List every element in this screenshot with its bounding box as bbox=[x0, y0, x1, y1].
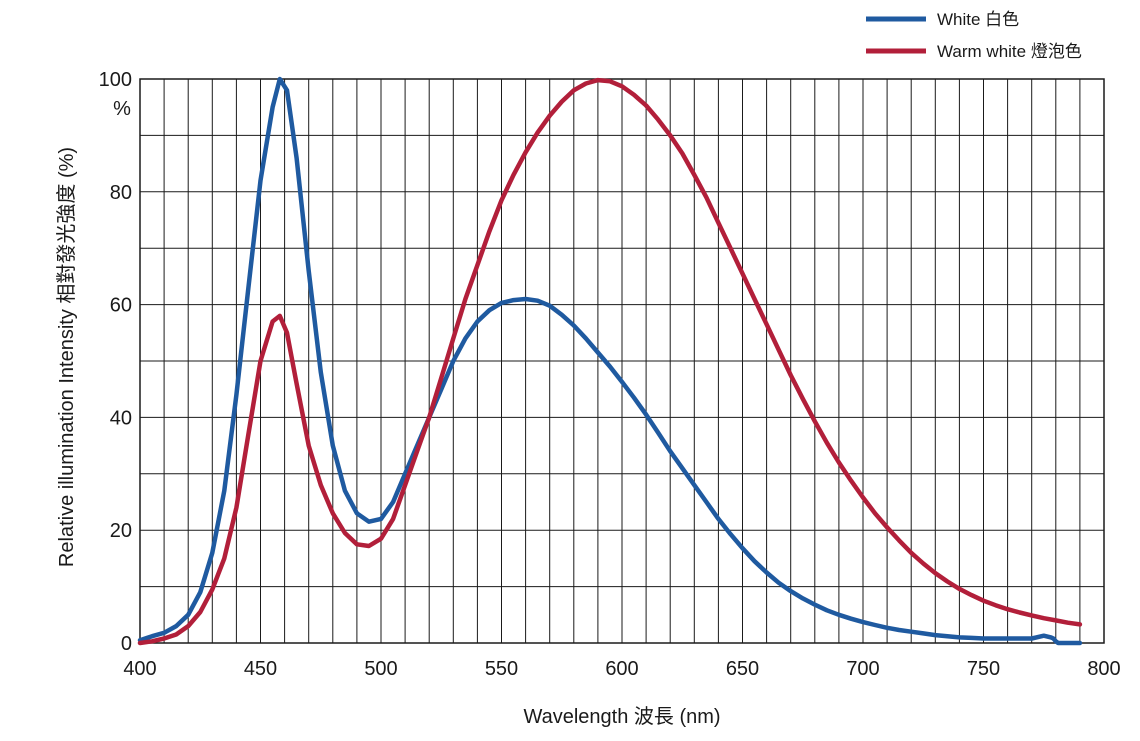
x-tick-label: 600 bbox=[605, 658, 638, 680]
series-layer bbox=[137, 76, 1083, 646]
legend-label-warm-white: Warm white 燈泡色 bbox=[937, 42, 1082, 61]
series-line-white bbox=[137, 76, 1083, 646]
y-tick-label: 100 bbox=[99, 69, 132, 91]
y-axis-title: Relative illumination Intensity 相對發光強度 (… bbox=[55, 147, 78, 567]
legend-label-white: White 白色 bbox=[937, 10, 1019, 29]
tick-labels: 400 450 500 550 600 650 700 750 800 0 20 40 60 80 100 bbox=[99, 69, 1121, 680]
x-tick-label: 700 bbox=[846, 658, 879, 680]
x-tick-label: 800 bbox=[1087, 658, 1120, 680]
y-tick-label: 20 bbox=[110, 520, 132, 542]
x-tick-label: 750 bbox=[967, 658, 1000, 680]
x-tick-label: 400 bbox=[123, 658, 156, 680]
y-tick-label: 40 bbox=[110, 407, 132, 429]
y-tick-label: 80 bbox=[110, 182, 132, 204]
grid bbox=[140, 79, 1104, 643]
x-tick-label: 550 bbox=[485, 658, 518, 680]
plot-frame bbox=[139, 78, 1105, 644]
y-tick-label: 0 bbox=[121, 633, 132, 655]
x-axis-title: Wavelength 波長 (nm) bbox=[523, 705, 720, 728]
series-line-warm-white bbox=[137, 77, 1083, 646]
y-tick-label: 60 bbox=[110, 295, 132, 317]
legend: White 白色 Warm white 燈泡色 bbox=[866, 10, 1082, 61]
x-tick-label: 450 bbox=[244, 658, 277, 680]
x-tick-label: 500 bbox=[364, 658, 397, 680]
x-tick-label: 650 bbox=[726, 658, 759, 680]
y-axis-unit: % bbox=[113, 98, 131, 120]
